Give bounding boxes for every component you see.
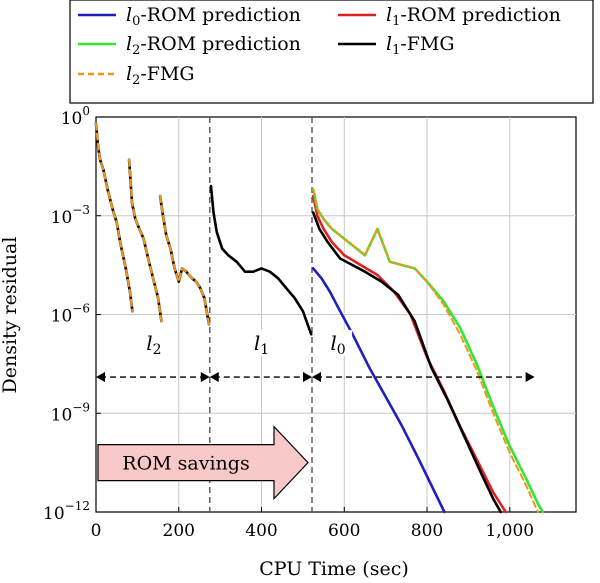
legend-label-l2_fmg: l2-FMG [126, 63, 195, 88]
series-l2_fmg_dash3 [159, 194, 211, 326]
x-tick-label: 0 [91, 521, 102, 541]
series-l1_fmg_coarse [209, 184, 313, 336]
y-axis-label: Density residual [0, 237, 21, 394]
x-tick-label: 1,000 [485, 521, 534, 541]
arrowhead-left [312, 372, 321, 383]
y-axis-ticks: 100 10−3 10−6 10−9 10−12 [43, 104, 101, 524]
arrowhead-left [209, 372, 219, 383]
series-l2_fmg_seg2 [127, 158, 163, 323]
phase-label: l0 [330, 331, 345, 358]
legend-frame [69, 0, 594, 104]
phase-label-bg [247, 330, 276, 357]
y-tick-label: 10−12 [43, 499, 90, 524]
legend-label-l1_rom: l1-ROM prediction [386, 4, 561, 29]
plot-area: l2 l1 l0 ROM savings [94, 116, 577, 514]
phase-dividers [209, 117, 313, 512]
phase-label: l2 [146, 331, 161, 358]
x-axis-ticks: 0 200 400 600 800 1,000 [91, 507, 534, 541]
phase-label: l1 [254, 331, 269, 358]
legend: l0-ROM prediction l1-ROM prediction l2-ROM… [69, 0, 594, 104]
series-layer [94, 122, 545, 514]
x-tick-label: 200 [163, 521, 195, 541]
arrowhead-right [303, 372, 312, 383]
x-tick-label: 600 [328, 521, 360, 541]
y-tick-label: 100 [61, 104, 90, 129]
phase-label-bg [324, 330, 353, 357]
series-l2_fmg_dash2 [128, 158, 163, 323]
y-tick-label: 10−3 [51, 203, 90, 228]
series-l2_fmg_dash1 [94, 122, 134, 313]
phase-label-bg [139, 330, 168, 357]
annotation-layer: l2 l1 l0 ROM savings [96, 330, 535, 501]
rom-savings-label: ROM savings [122, 453, 249, 475]
legend-label-l2_rom: l2-ROM prediction [126, 33, 301, 58]
series-l2_fmg_fine [312, 188, 539, 513]
y-tick-label: 10−6 [51, 302, 90, 327]
arrowhead-left [96, 372, 105, 383]
legend-label-l0_rom: l0-ROM prediction [126, 4, 301, 29]
series-l1_fmg [311, 211, 502, 514]
series-l0_rom [311, 267, 446, 514]
y-tick-label: 10−9 [51, 400, 90, 425]
arrowhead-right [200, 372, 210, 383]
x-tick-label: 400 [245, 521, 277, 541]
x-tick-label: 800 [411, 521, 443, 541]
legend-label-l1_fmg: l1-FMG [386, 33, 455, 58]
rom-savings-arrow [97, 425, 309, 501]
arrowhead-right [525, 372, 535, 383]
x-axis-label: CPU Time (sec) [259, 558, 409, 580]
